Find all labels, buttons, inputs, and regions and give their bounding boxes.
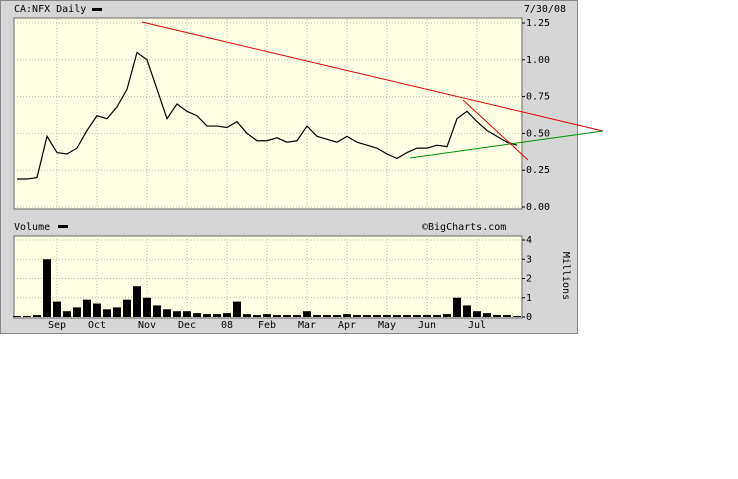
volume-bar — [373, 315, 381, 317]
y-tick-label: 0 — [526, 312, 532, 323]
x-tick-label: Mar — [298, 320, 316, 331]
y-tick-label: 0.00 — [526, 202, 550, 213]
volume-bar — [503, 315, 511, 317]
volume-bar — [153, 305, 161, 317]
volume-bar — [43, 259, 51, 317]
chart-date: 7/30/08 — [524, 4, 566, 15]
volume-bar — [233, 301, 241, 317]
volume-bar — [343, 314, 351, 317]
y-tick-label: 3 — [526, 254, 532, 265]
x-tick-label: Sep — [48, 320, 66, 331]
volume-bar — [423, 315, 431, 317]
volume-bar — [263, 314, 271, 317]
y-tick-label: 1.25 — [526, 18, 550, 29]
volume-bar — [433, 315, 441, 317]
volume-bar — [83, 299, 91, 317]
volume-bar — [473, 311, 481, 317]
volume-bar — [323, 315, 331, 317]
x-tick-label: Feb — [258, 320, 276, 331]
x-tick-label: Nov — [138, 320, 156, 331]
volume-bar — [113, 307, 121, 317]
volume-bar — [173, 311, 181, 317]
x-tick-label: Jul — [468, 320, 486, 331]
y-tick-label: 1 — [526, 293, 532, 304]
volume-bar — [33, 315, 41, 317]
x-tick-label: Oct — [88, 320, 106, 331]
annotation: ©BigCharts.com — [422, 222, 506, 233]
volume-bar — [463, 305, 471, 317]
volume-bar — [313, 315, 321, 317]
volume-bar — [413, 315, 421, 317]
volume-bar — [273, 315, 281, 317]
y-tick-label: 0.50 — [526, 128, 550, 139]
volume-bar — [353, 315, 361, 317]
volume-bar — [193, 313, 201, 317]
volume-bar — [213, 314, 221, 317]
price-panel — [13, 17, 523, 210]
legend-swatch — [92, 8, 102, 11]
trend-line — [462, 99, 529, 161]
y-tick-label: 2 — [526, 274, 532, 285]
y-tick-label: 4 — [526, 235, 532, 246]
x-tick-label: Jun — [418, 320, 436, 331]
y-tick-label: 0.25 — [526, 165, 550, 176]
volume-bar — [333, 315, 341, 317]
volume-bar — [93, 303, 101, 317]
volume-bar — [133, 286, 141, 317]
price-line — [17, 51, 518, 180]
trend-line — [141, 21, 604, 132]
volume-bar — [13, 316, 21, 317]
y-tick-label: 0.75 — [526, 92, 550, 103]
volume-bar — [183, 311, 191, 317]
trend-line — [409, 130, 604, 159]
y-axis-label: Millions — [560, 252, 571, 300]
volume-bar — [363, 315, 371, 317]
volume-bar — [293, 315, 301, 317]
volume-bar — [103, 309, 111, 317]
volume-bar — [253, 315, 261, 317]
volume-bar — [493, 315, 501, 317]
legend-price: CA:NFX Daily — [14, 4, 86, 15]
x-tick-label: May — [378, 320, 396, 331]
volume-bar — [393, 315, 401, 317]
volume-bar — [143, 297, 151, 317]
volume-bar — [53, 301, 61, 317]
volume-bar — [63, 311, 71, 317]
volume-bar — [223, 313, 231, 317]
volume-bar — [203, 314, 211, 317]
volume-bar — [303, 311, 311, 317]
y-tick-label: 1.00 — [526, 55, 550, 66]
legend-volume: Volume — [14, 222, 50, 233]
volume-bar — [123, 299, 131, 317]
x-tick-label: Apr — [338, 320, 356, 331]
volume-bar — [483, 313, 491, 317]
volume-bar — [73, 307, 81, 317]
x-tick-label: 08 — [221, 320, 233, 331]
volume-bar — [283, 315, 291, 317]
volume-bar — [513, 316, 521, 317]
volume-bar — [23, 316, 31, 317]
volume-bar — [243, 314, 251, 317]
volume-bar — [403, 315, 411, 317]
volume-bar — [383, 315, 391, 317]
volume-bar — [163, 309, 171, 317]
legend-swatch — [58, 225, 68, 228]
volume-bar — [453, 297, 461, 317]
volume-bar — [443, 314, 451, 317]
x-tick-label: Dec — [178, 320, 196, 331]
